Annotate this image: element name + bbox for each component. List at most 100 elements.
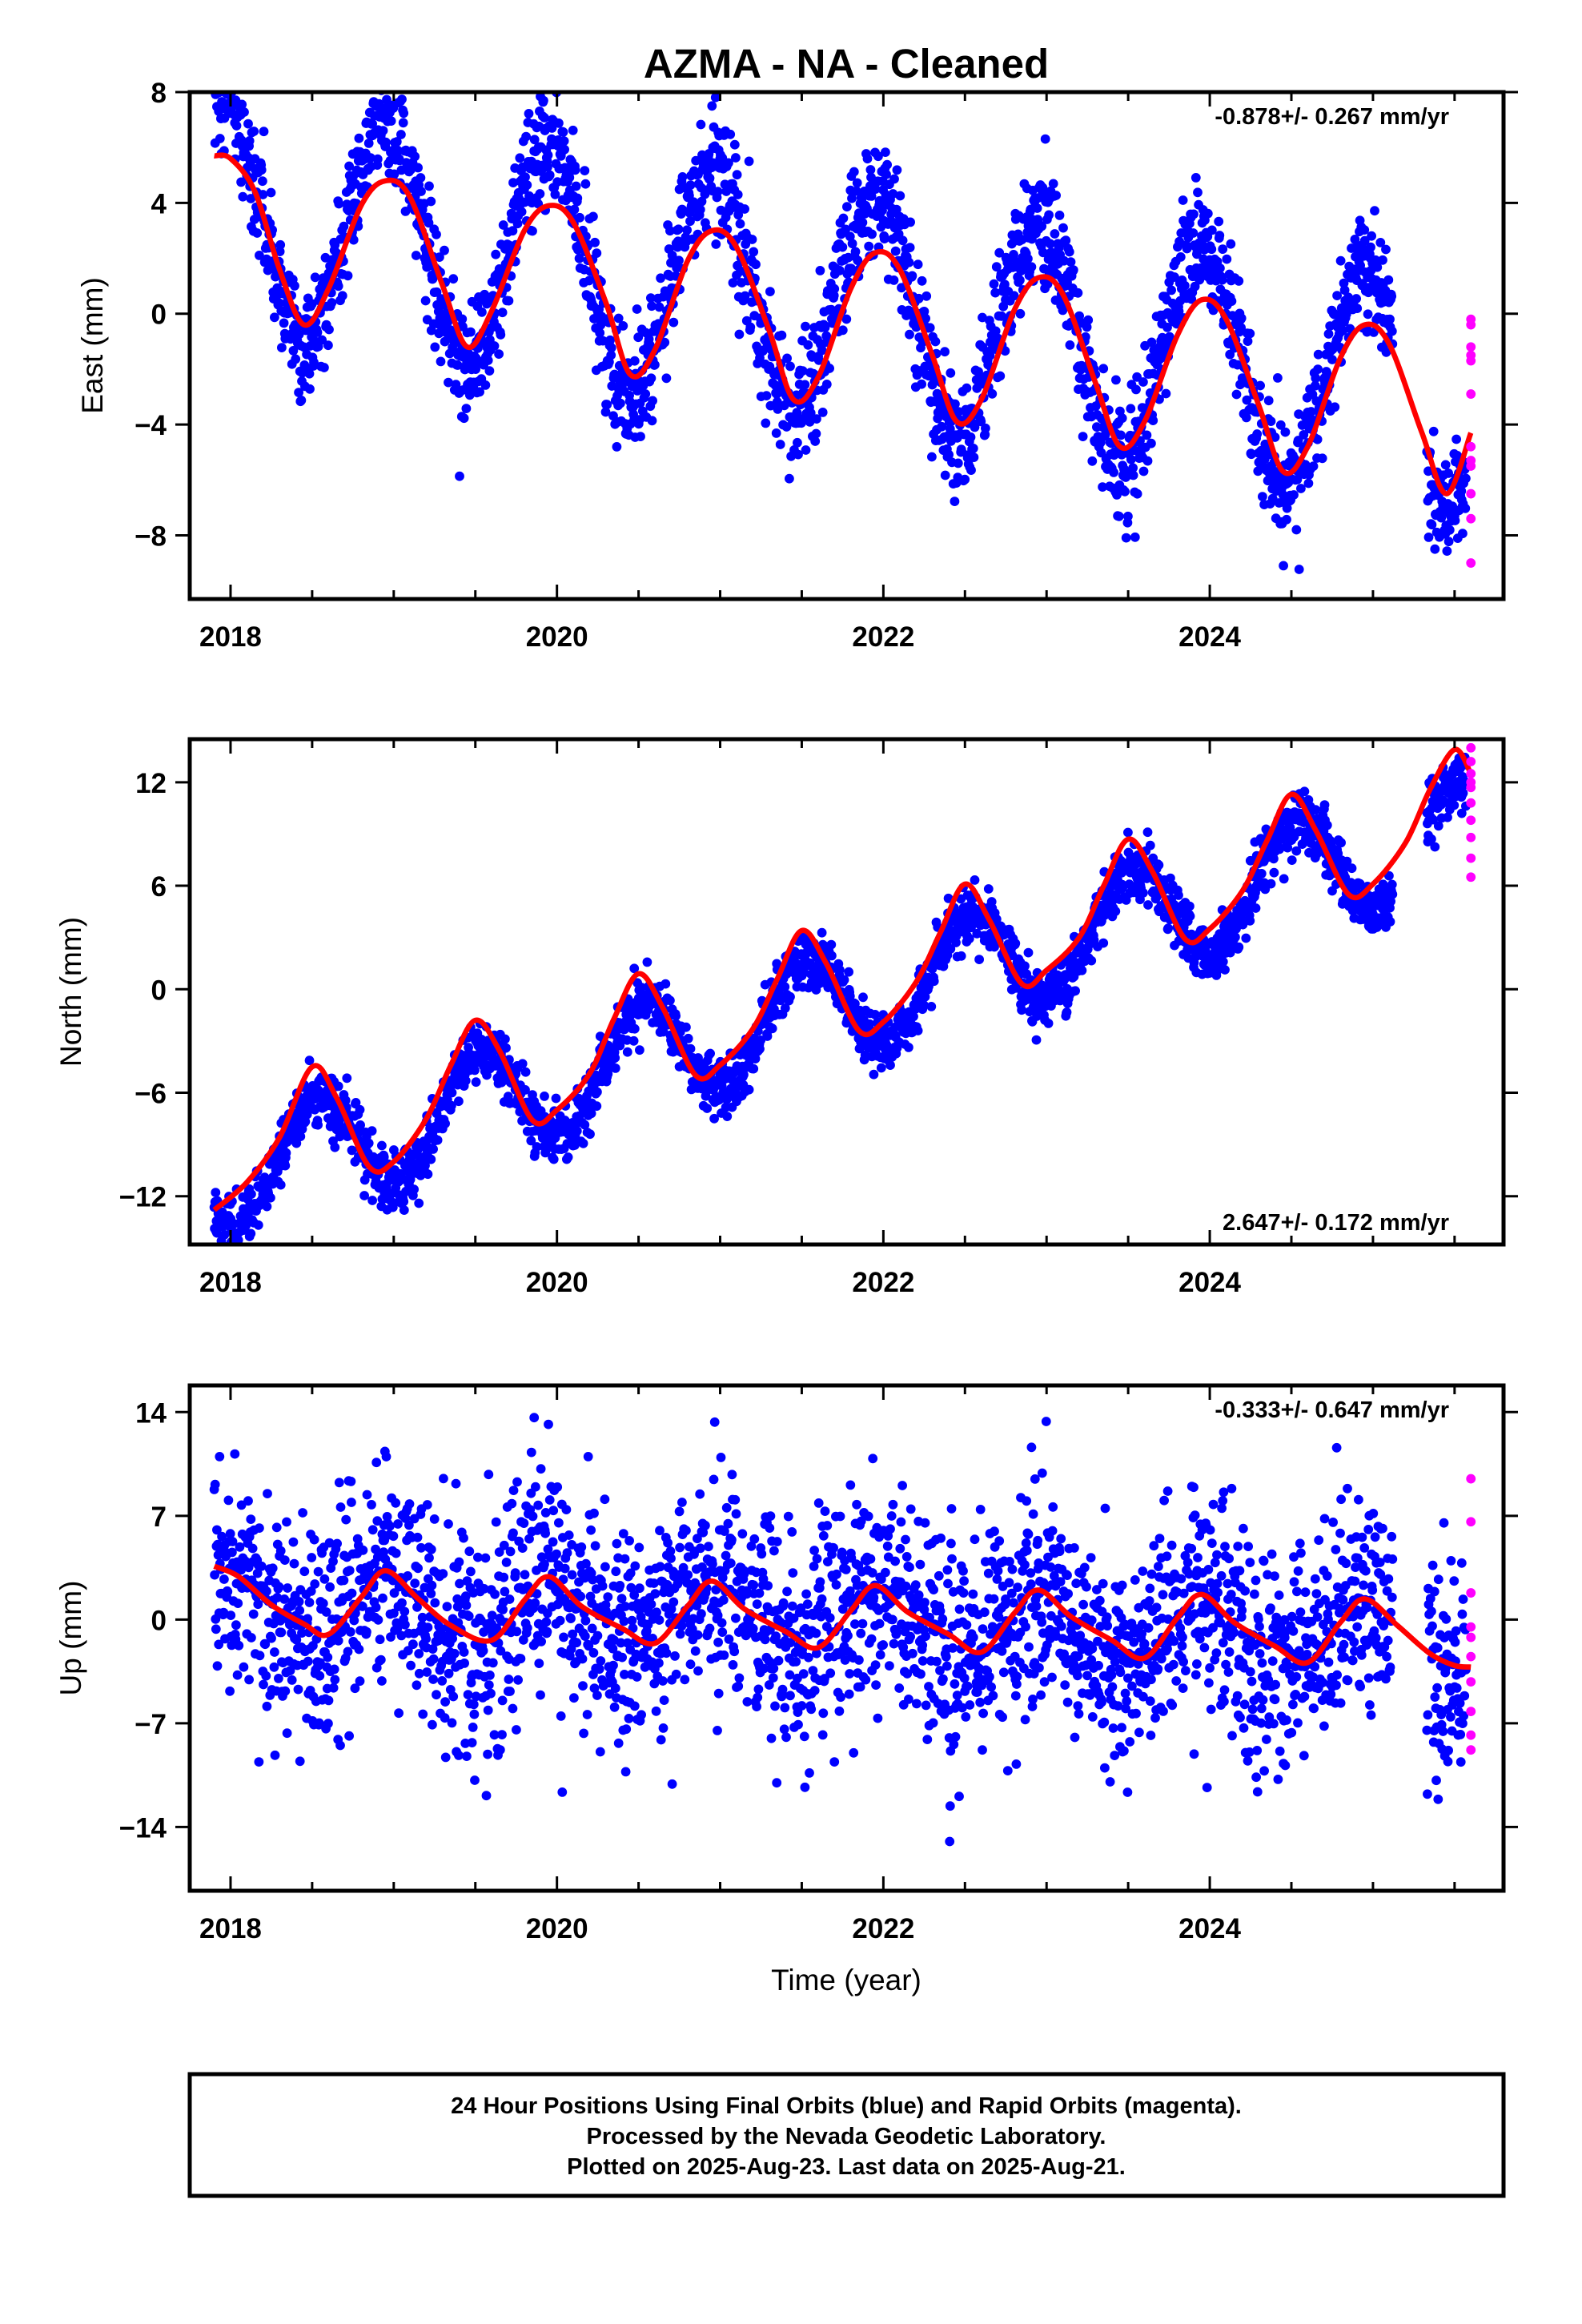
east-final-point	[1178, 195, 1188, 205]
north-final-point	[1123, 827, 1133, 838]
east-final-point	[389, 169, 400, 179]
north-final-point	[447, 1088, 457, 1098]
east-final-point	[568, 125, 578, 135]
east-final-point	[882, 159, 892, 170]
north-final-point	[470, 1065, 480, 1076]
east-final-point	[483, 356, 493, 365]
east-final-point	[793, 449, 803, 460]
east-rapid-point	[1466, 389, 1476, 399]
east-final-point	[1066, 257, 1076, 267]
east-final-point	[970, 422, 980, 432]
north-final-point	[683, 1033, 693, 1043]
east-final-point	[1215, 231, 1225, 240]
east-final-point	[997, 311, 1006, 321]
east-final-point	[1245, 328, 1255, 339]
east-final-point	[296, 396, 307, 405]
east-final-point	[895, 191, 905, 201]
east-final-point	[866, 191, 877, 201]
east-final-point	[575, 212, 584, 223]
east-final-point	[946, 368, 956, 378]
north-final-point	[739, 1070, 749, 1080]
east-final-point	[873, 151, 883, 162]
north-final-point	[1234, 942, 1244, 952]
east-final-point	[398, 118, 408, 128]
east-final-point	[480, 380, 491, 390]
east-final-point	[636, 432, 645, 441]
north-final-point	[313, 1120, 323, 1130]
east-final-point	[897, 283, 906, 293]
east-final-point	[919, 307, 930, 316]
east-final-point	[1440, 460, 1451, 470]
east-final-point	[580, 179, 591, 189]
east-final-point	[1423, 533, 1434, 542]
north-final-point	[826, 939, 837, 950]
east-final-point	[572, 193, 583, 203]
east-final-point	[279, 318, 289, 328]
east-final-point	[927, 452, 937, 462]
east-final-point	[907, 271, 917, 281]
north-final-point	[865, 1019, 875, 1029]
east-final-point	[520, 172, 530, 183]
north-final-point	[702, 1104, 713, 1113]
east-final-point	[1312, 434, 1323, 444]
east-final-point	[1015, 275, 1025, 285]
east-final-point	[647, 301, 656, 312]
east-final-point	[838, 213, 849, 223]
east-final-point	[962, 383, 972, 393]
north-final-point	[428, 1144, 438, 1154]
figure-title: AZMA - NA - Cleaned	[644, 41, 1049, 86]
north-final-point	[817, 927, 827, 938]
north-final-point	[1086, 955, 1097, 966]
east-final-point	[1195, 275, 1205, 285]
east-final-point	[1087, 456, 1098, 466]
east-final-point	[1040, 134, 1050, 144]
east-final-point	[543, 162, 552, 172]
east-rapid-point	[1466, 356, 1476, 366]
east-final-point	[1452, 434, 1461, 444]
north-final-point	[885, 1060, 895, 1070]
east-final-point	[772, 396, 782, 407]
east-final-point	[1126, 404, 1136, 414]
east-final-point	[1015, 308, 1026, 319]
east-final-point	[424, 181, 434, 191]
east-final-point	[921, 291, 932, 301]
east-final-point	[246, 194, 256, 203]
north-final-point	[526, 1136, 536, 1146]
east-final-point	[1191, 173, 1201, 183]
east-final-point	[661, 373, 672, 384]
north-final-point	[661, 979, 671, 989]
north-final-point	[1031, 1035, 1042, 1045]
north-final-point	[722, 1112, 733, 1121]
east-final-point	[1061, 235, 1071, 246]
north-final-point	[785, 991, 795, 1002]
east-final-point	[1044, 210, 1054, 220]
east-final-point	[305, 384, 315, 394]
north-final-point	[991, 914, 1002, 924]
east-final-point	[1182, 243, 1192, 254]
north-final-point	[767, 1023, 777, 1034]
north-final-point	[1266, 879, 1276, 889]
east-final-point	[1460, 503, 1471, 513]
east-final-point	[1279, 561, 1288, 571]
north-final-point	[1110, 907, 1121, 916]
east-final-point	[847, 239, 857, 249]
east-final-point	[1263, 396, 1274, 406]
north-final-point	[1098, 938, 1109, 948]
east-y-tick-label: 4	[151, 188, 167, 219]
north-final-point	[1251, 903, 1261, 913]
east-final-point	[1458, 529, 1468, 539]
north-final-point	[858, 992, 868, 1003]
north-final-point	[333, 1081, 343, 1092]
east-final-point	[713, 187, 723, 197]
north-final-point	[1166, 873, 1175, 883]
east-final-point	[1231, 389, 1242, 400]
east-final-point	[829, 283, 840, 294]
east-final-point	[337, 291, 347, 301]
north-final-point	[929, 976, 939, 987]
east-final-point	[953, 458, 963, 468]
east-final-point	[1222, 254, 1232, 264]
east-final-point	[399, 108, 409, 119]
north-final-point	[642, 957, 652, 967]
east-y-tick-label: 8	[151, 78, 167, 109]
east-final-point	[669, 317, 679, 328]
